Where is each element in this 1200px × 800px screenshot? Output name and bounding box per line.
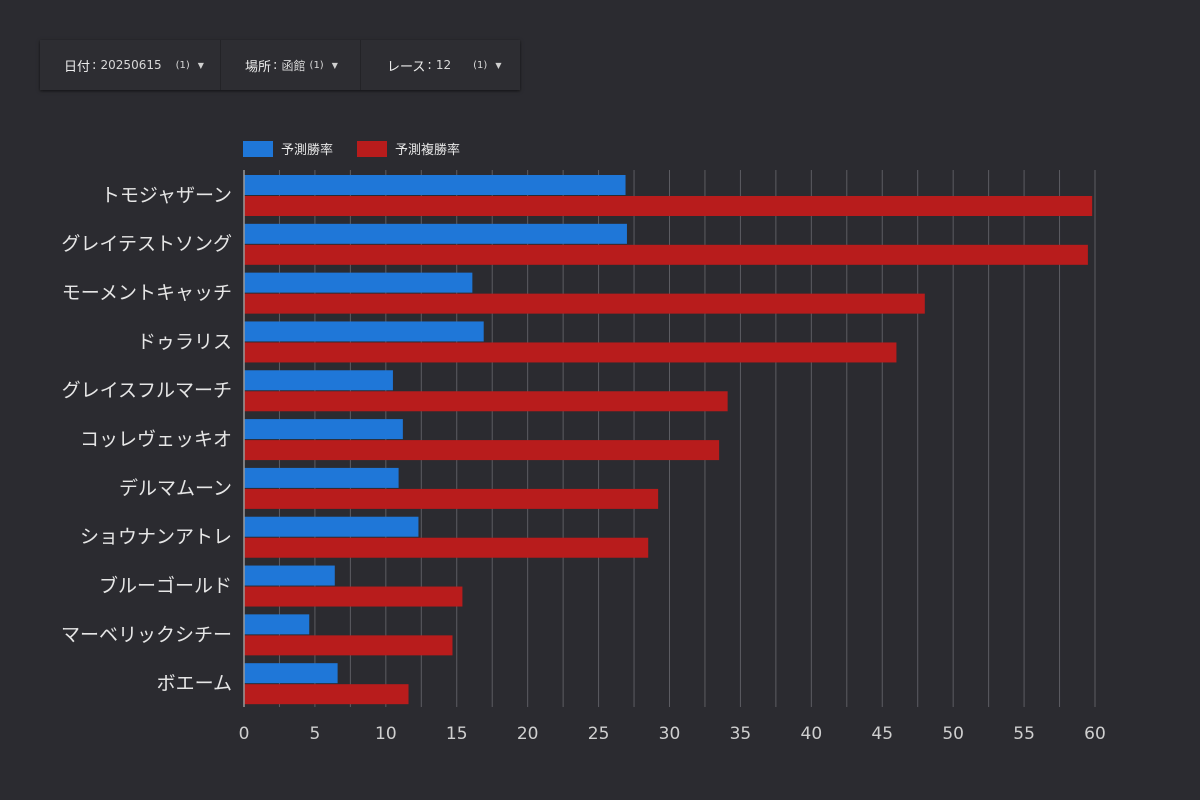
- bar-place-rate: [244, 244, 1088, 265]
- race-filter[interactable]: レース: 12 (1) ▼: [387, 57, 502, 75]
- bar-win-rate: [244, 516, 419, 537]
- race-filter-count: (1): [473, 59, 488, 71]
- legend-item-place-rate[interactable]: 予測複勝率: [357, 139, 460, 158]
- category-label: グレイスフルマーチ: [62, 380, 232, 402]
- category-label: ブルーゴールド: [99, 574, 232, 597]
- chevron-down-icon: ▼: [331, 60, 338, 70]
- x-tick-label: 15: [446, 724, 468, 744]
- date-filter-value: 20250615: [100, 58, 162, 72]
- date-filter-label: 日付: [64, 59, 91, 75]
- bar-win-rate: [244, 223, 627, 244]
- category-label: コッレヴェッキオ: [80, 429, 232, 451]
- filter-bar: 日付: 20250615 (1) ▼ 場所: 函館 (1) ▼ レース: 12 …: [40, 40, 520, 90]
- x-tick-label: 0: [239, 724, 250, 744]
- bar-place-rate: [244, 440, 720, 461]
- x-tick-label: 55: [1013, 724, 1035, 744]
- x-tick-label: 5: [310, 724, 321, 744]
- bar-place-rate: [244, 342, 897, 363]
- place-filter-label: 場所: [245, 59, 272, 75]
- bar-place-rate: [244, 488, 659, 509]
- place-filter[interactable]: 場所: 函館 (1) ▼: [221, 40, 361, 90]
- date-filter[interactable]: 日付: 20250615 (1) ▼: [40, 40, 221, 90]
- x-tick-label: 35: [730, 724, 752, 744]
- bar-place-rate: [244, 684, 409, 705]
- bar-win-rate: [244, 614, 310, 635]
- category-label: トモジャザーン: [101, 184, 232, 206]
- x-tick-label: 30: [659, 724, 681, 744]
- bar-win-rate: [244, 467, 399, 488]
- bar-place-rate: [244, 293, 925, 314]
- bar-win-rate: [244, 419, 403, 440]
- bar-win-rate: [244, 565, 335, 586]
- bar-place-rate: [244, 537, 649, 558]
- race-filter-value: 12: [435, 58, 452, 72]
- bar-place-rate: [244, 586, 463, 607]
- x-tick-label: 50: [942, 724, 964, 744]
- bar-win-rate: [244, 272, 473, 293]
- chevron-down-icon: ▼: [495, 60, 502, 70]
- category-label: グレイテストソング: [61, 233, 232, 255]
- category-label: デルマムーン: [119, 477, 232, 499]
- category-label: ドゥラリス: [137, 331, 232, 353]
- x-tick-label: 45: [871, 724, 893, 744]
- bar-place-rate: [244, 196, 1093, 216]
- x-tick-label: 25: [588, 724, 610, 744]
- x-tick-label: 60: [1084, 724, 1106, 744]
- legend-swatch-place-rate: [357, 140, 388, 157]
- x-tick-label: 20: [517, 724, 539, 744]
- bar-win-rate: [244, 175, 626, 195]
- place-filter-value: 函館: [281, 58, 306, 73]
- x-tick-label: 40: [801, 724, 823, 744]
- chevron-down-icon: ▼: [197, 60, 204, 70]
- category-label: ショウナンアトレ: [80, 526, 232, 548]
- bar-place-rate: [244, 391, 728, 412]
- category-label: マーベリックシチー: [61, 624, 232, 646]
- legend-label-place-rate: 予測複勝率: [395, 143, 461, 158]
- place-filter-count: (1): [309, 59, 324, 71]
- bar-place-rate: [244, 635, 453, 656]
- category-label: ボエーム: [157, 673, 232, 695]
- category-label: モーメントキャッチ: [62, 282, 232, 304]
- chart-legend: 予測勝率 予測複勝率: [243, 139, 484, 158]
- x-tick-label: 10: [375, 724, 397, 744]
- bar-win-rate: [244, 663, 338, 684]
- bar-win-rate: [244, 370, 393, 391]
- date-filter-count: (1): [175, 59, 190, 71]
- legend-item-win-rate[interactable]: 予測勝率: [243, 139, 333, 158]
- legend-swatch-win-rate: [243, 140, 273, 157]
- bar-win-rate: [244, 321, 484, 342]
- race-filter-label: レース: [387, 59, 426, 75]
- legend-label-win-rate: 予測勝率: [281, 143, 334, 158]
